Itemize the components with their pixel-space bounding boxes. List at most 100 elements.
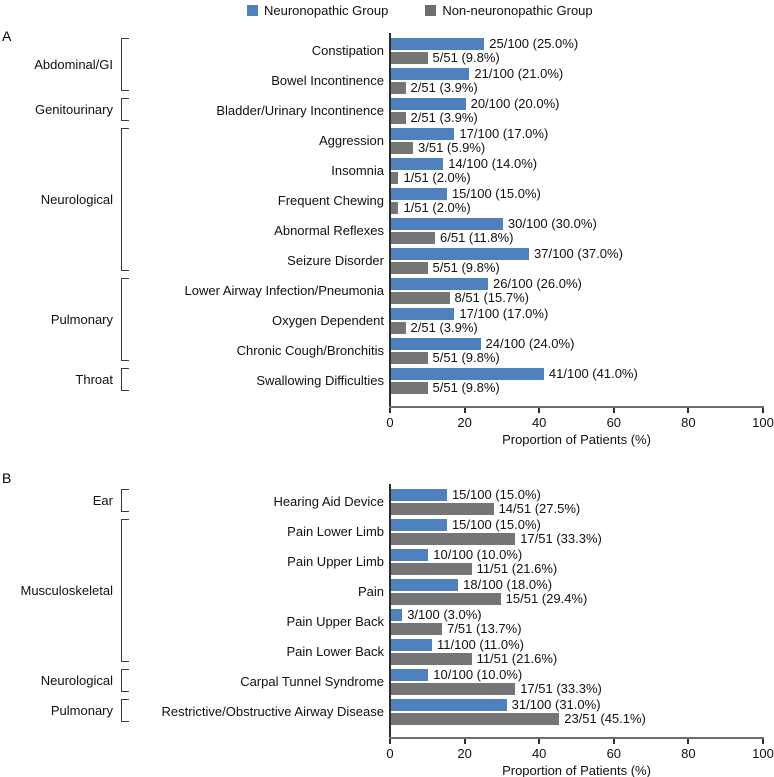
item-label: Restrictive/Obstructive Airway Disease (161, 704, 384, 719)
bar-non-neuronopathic (391, 142, 413, 154)
bar-neuronopathic (391, 98, 466, 110)
bar-non-neuronopathic (391, 382, 428, 394)
bar-non-neuronopathic (391, 232, 435, 244)
bar-value-label: 23/51 (45.1%) (564, 711, 646, 726)
axis-tick-label: 40 (531, 415, 547, 430)
axis-tick-label: 0 (386, 415, 394, 430)
chart-row: Constipation 25/100 (25.0%) 5/51 (9.8%) (0, 36, 774, 66)
category-bracket (121, 519, 129, 662)
item-label: Hearing Aid Device (273, 494, 384, 509)
legend-swatch-neuronopathic-icon (247, 5, 258, 16)
x-axis-ticks: 0 20 40 60 80 100 (386, 408, 774, 432)
bar-value-label: 17/100 (17.0%) (459, 306, 549, 321)
category-bracket (121, 38, 129, 91)
category-label: Abdominal/GI (34, 56, 113, 72)
bar-value-label: 21/100 (21.0%) (474, 66, 564, 81)
bar-value-label: 6/51 (11.8%) (440, 230, 514, 245)
bar-non-neuronopathic (391, 653, 472, 665)
bar-value-label: 1/51 (2.0%) (403, 200, 471, 215)
bar-pair: 26/100 (26.0%) 8/51 (15.7%) (391, 276, 764, 306)
item-label: Bladder/Urinary Incontinence (216, 103, 384, 118)
bar-value-label: 15/51 (29.4%) (505, 591, 588, 606)
x-axis-line (389, 737, 764, 739)
bar-value-label: 15/100 (15.0%) (451, 186, 541, 201)
bar-neuronopathic (391, 699, 507, 711)
bar-value-label: 31/100 (31.0%) (511, 697, 601, 712)
bar-neuronopathic (391, 68, 470, 80)
item-label: Abnormal Reflexes (274, 223, 384, 238)
bar-neuronopathic (391, 609, 403, 621)
bar-pair: 10/100 (10.0%) 11/51 (21.6%) (391, 547, 764, 577)
bar-pair: 10/100 (10.0%) 17/51 (33.3%) (391, 667, 764, 697)
bar-value-label: 11/51 (21.6%) (476, 651, 558, 666)
legend-item-neuronopathic: Neuronopathic Group (247, 3, 388, 18)
item-label: Constipation (311, 43, 384, 58)
bar-neuronopathic (391, 158, 444, 170)
legend-swatch-non-neuronopathic-icon (425, 5, 437, 16)
bar-neuronopathic (391, 188, 447, 200)
axis-tick (612, 739, 615, 744)
item-label: Bowel Incontinence (271, 73, 384, 88)
bar-value-label: 2/51 (3.9%) (410, 80, 478, 95)
panel-a-letter: A (2, 28, 12, 44)
axis-tick-label: 100 (752, 415, 774, 430)
item-label: Aggression (318, 133, 384, 148)
item-label: Seizure Disorder (287, 253, 384, 268)
bar-non-neuronopathic (391, 713, 560, 725)
bar-non-neuronopathic (391, 533, 516, 545)
bar-neuronopathic (391, 669, 429, 681)
bar-non-neuronopathic (391, 82, 406, 94)
bar-non-neuronopathic (391, 322, 406, 334)
axis-tick-label: 60 (606, 746, 622, 761)
item-label: Pain Lower Back (286, 644, 384, 659)
axis-tick (463, 408, 466, 413)
bar-pair: 41/100 (41.0%) 5/51 (9.8%) (391, 366, 764, 396)
axis-tick-label: 20 (457, 415, 472, 430)
bar-neuronopathic (391, 248, 529, 260)
bar-value-label: 17/100 (17.0%) (459, 126, 549, 141)
axis-tick (687, 739, 690, 744)
bar-pair: 15/100 (15.0%) 17/51 (33.3%) (391, 517, 764, 547)
bar-pair: 30/100 (30.0%) 6/51 (11.8%) (391, 216, 764, 246)
bar-value-label: 8/51 (15.7%) (454, 290, 529, 305)
item-label: Frequent Chewing (277, 193, 384, 208)
bar-pair: 24/100 (24.0%) 5/51 (9.8%) (391, 336, 764, 366)
axis-title: Proportion of Patients (%) (502, 432, 651, 447)
bar-non-neuronopathic (391, 112, 406, 124)
bar-pair: 37/100 (37.0%) 5/51 (9.8%) (391, 246, 764, 276)
bar-value-label: 24/100 (24.0%) (485, 336, 575, 351)
category-label: Ear (92, 492, 113, 508)
chart-row: Pain Upper Limb 10/100 (10.0%) 11/51 (21.6… (0, 547, 774, 577)
bar-neuronopathic (391, 38, 485, 50)
axis-tick (612, 408, 615, 413)
category-bracket (121, 278, 129, 361)
bar-neuronopathic (391, 549, 429, 561)
item-label: Swallowing Difficulties (256, 373, 384, 388)
category-label: Pulmonary (50, 311, 113, 327)
axis-tick-label: 40 (531, 746, 547, 761)
axis-tick-label: 20 (457, 746, 472, 761)
bar-neuronopathic (391, 308, 455, 320)
category-label: Pulmonary (50, 702, 113, 718)
y-axis-line (389, 33, 391, 406)
bar-pair: 15/100 (15.0%) 1/51 (2.0%) (391, 186, 764, 216)
axis-tick (687, 408, 690, 413)
bar-pair: 14/100 (14.0%) 1/51 (2.0%) (391, 156, 764, 186)
legend-label-non-neuronopathic: Non-neuronopathic Group (442, 3, 593, 18)
bar-value-label: 7/51 (13.7%) (447, 621, 522, 636)
chart-row: Bowel Incontinence 21/100 (21.0%) 2/51 (3.… (0, 66, 774, 96)
bar-non-neuronopathic (391, 593, 501, 605)
bar-value-label: 10/100 (10.0%) (433, 547, 523, 562)
legend-label-neuronopathic: Neuronopathic Group (264, 3, 389, 18)
bar-value-label: 10/100 (10.0%) (433, 667, 523, 682)
bar-non-neuronopathic (391, 172, 399, 184)
item-label: Pain Lower Limb (287, 524, 384, 539)
chart-row: Pain Upper Back 3/100 (3.0%) 7/51 (13.7%) (0, 607, 774, 637)
category-bracket (121, 699, 129, 722)
bar-pair: 17/100 (17.0%) 2/51 (3.9%) (391, 306, 764, 336)
chart-row: Chronic Cough/Bronchitis 24/100 (24.0%) 5/… (0, 336, 774, 366)
y-axis-line (389, 484, 391, 737)
item-label: Lower Airway Infection/Pneumonia (184, 283, 384, 298)
bar-non-neuronopathic (391, 352, 428, 364)
